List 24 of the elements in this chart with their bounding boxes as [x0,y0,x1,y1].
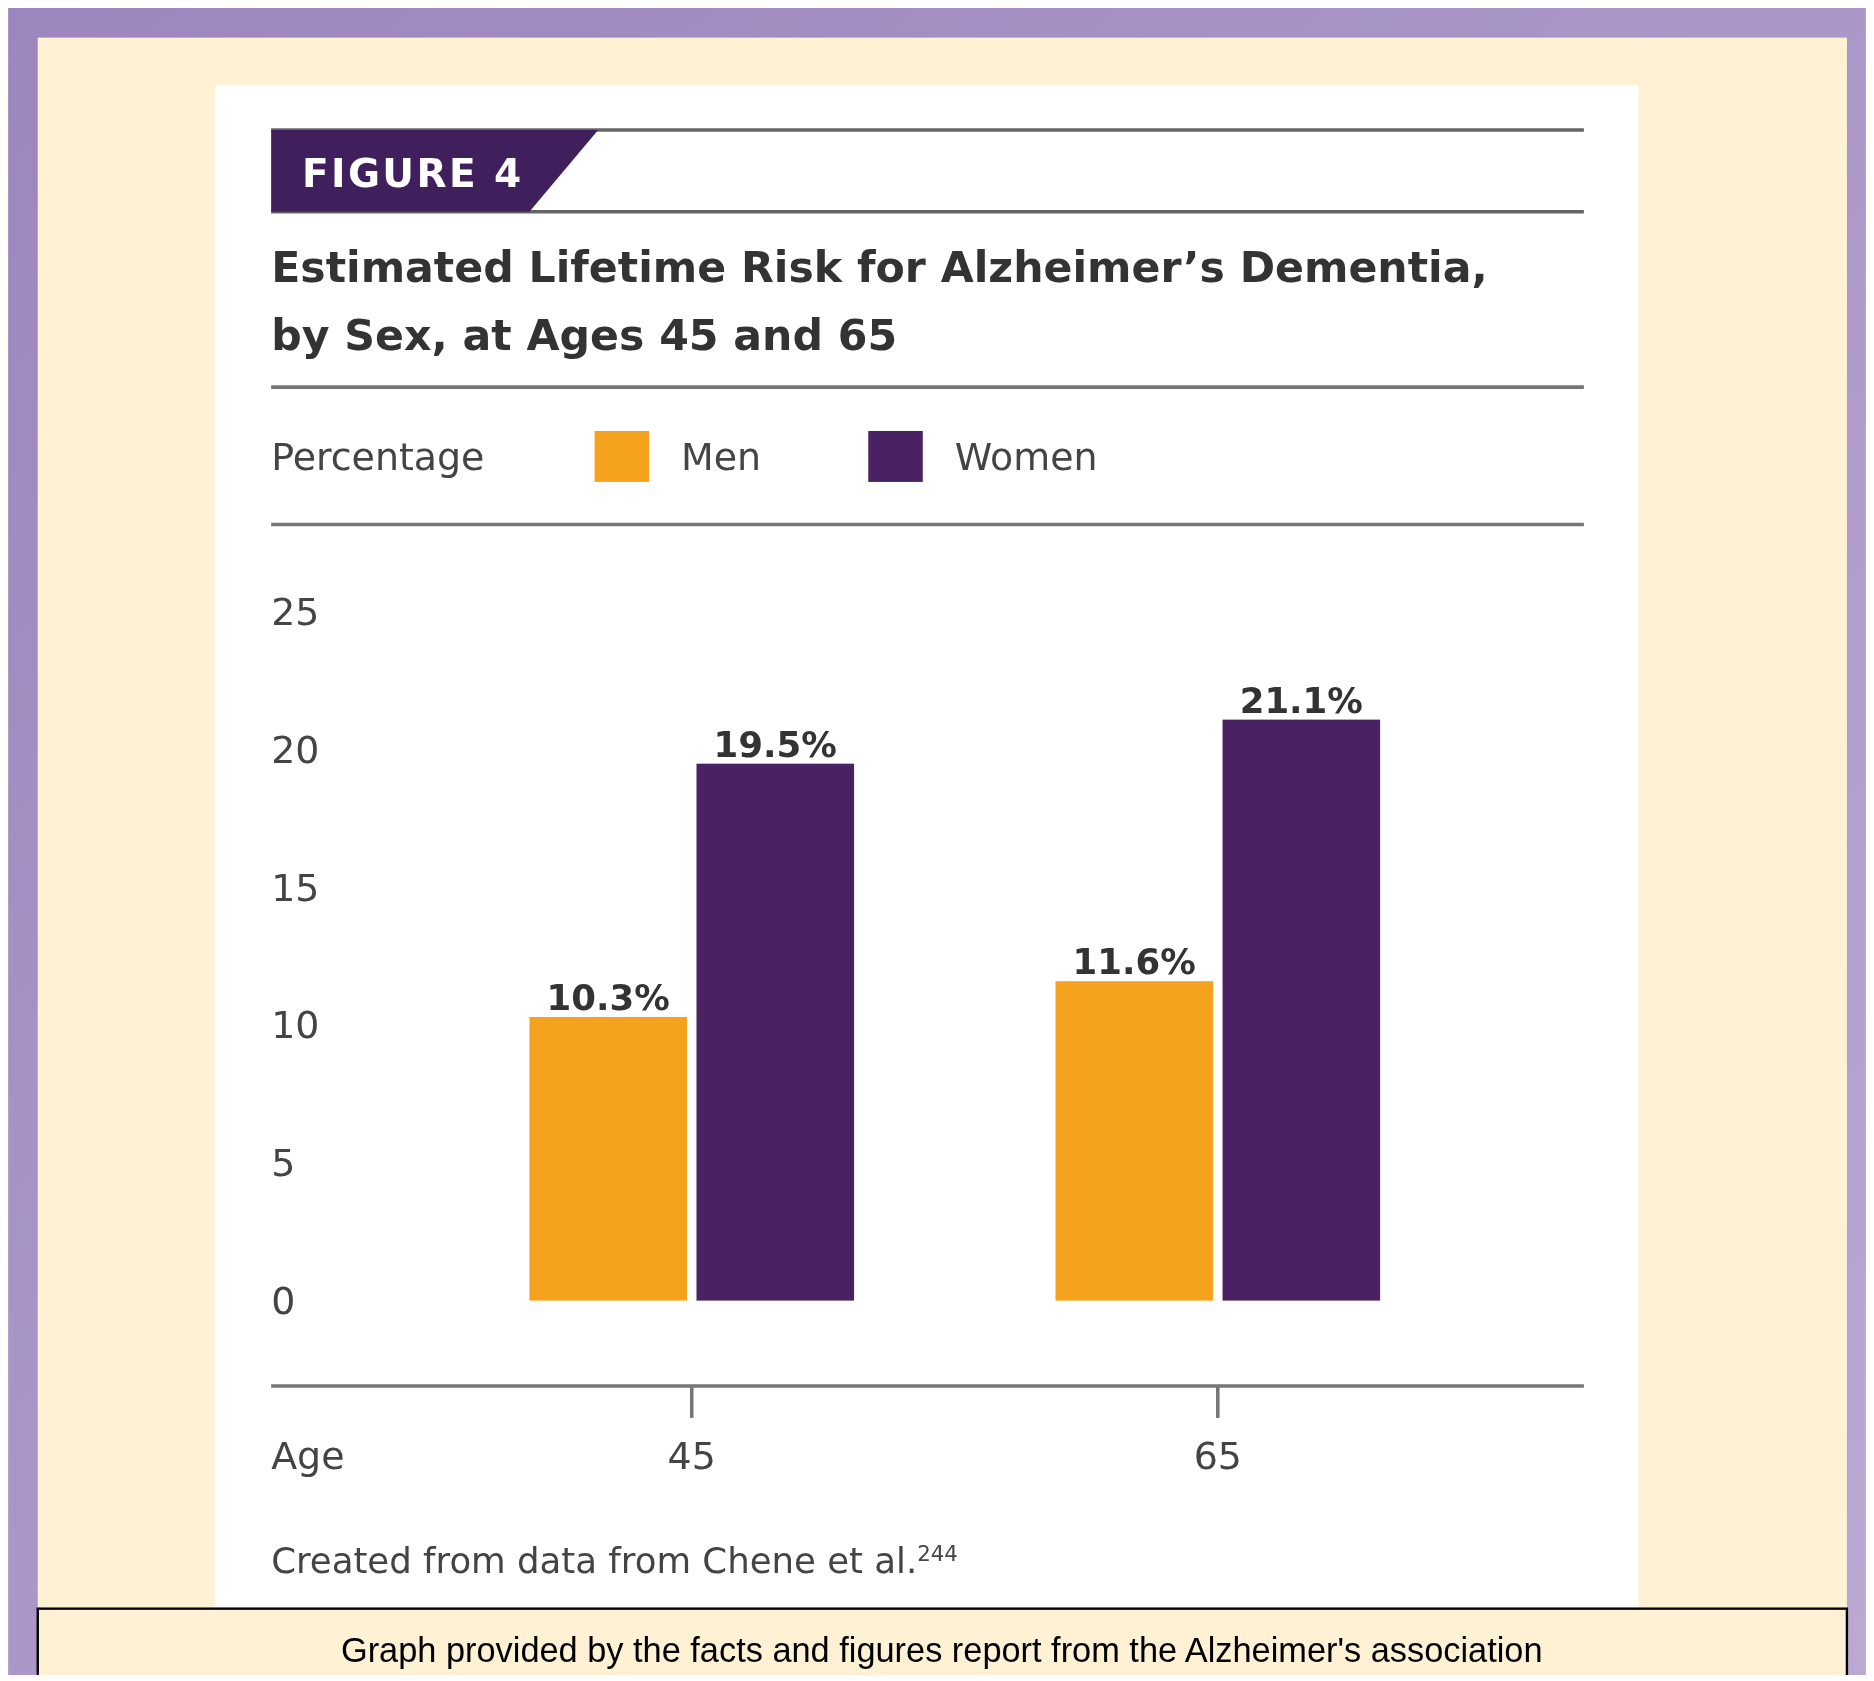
legend-label: Men [681,435,762,480]
y-tick-label: 0 [271,1278,296,1323]
chart-title: Estimated Lifetime Risk for Alzheimer’s Dementia, by Sex, at Ages 45 and 65 [271,241,1488,361]
y-tick-label: 5 [271,1140,296,1185]
data-label: 19.5% [713,723,837,765]
data-label: 21.1% [1239,679,1363,721]
caption: FIGURE 4 [301,150,524,196]
x-axis-title: Age [271,1433,345,1478]
legend-label: Women [954,435,1098,480]
y-tick-label: 15 [271,865,320,910]
data-label: 10.3% [546,976,670,1018]
text: Graph provided by the facts and figures report from the Alzheimer's association [340,1631,1543,1670]
bar [696,763,855,1301]
x-tick-label: 65 [1193,1433,1242,1478]
x-tick-label: 45 [667,1433,716,1478]
y-tick-label: 10 [271,1003,320,1048]
y-axis-title: Percentage [271,435,485,480]
y-tick-label: 25 [271,590,320,635]
text: Created from data from Chene et al.$^{244}$ [271,1540,958,1582]
data-label: 11.6% [1072,941,1196,983]
bar [1055,981,1214,1301]
y-tick-label: 20 [271,727,320,772]
bar [529,1017,688,1301]
bar [1222,719,1381,1301]
